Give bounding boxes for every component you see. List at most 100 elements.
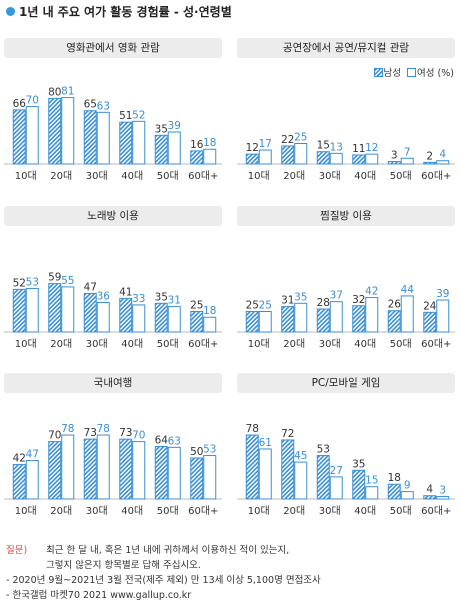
bar-female [132, 441, 146, 500]
bar-female [25, 288, 39, 333]
bar-male [12, 464, 26, 500]
panel-performance: 공연장에서 공연/뮤지컬 관람 12 17 10대 22 25 20대 15 13 30대 11 1… [237, 38, 455, 188]
bar-female [365, 153, 379, 165]
value-label-female: 37 [330, 290, 343, 302]
bar-male [119, 438, 133, 500]
bar-male [281, 145, 295, 165]
legend-male-swatch [373, 68, 383, 77]
bar-female [400, 157, 414, 165]
category-label: 10대 [248, 505, 270, 517]
category-label: 30대 [86, 170, 108, 182]
value-label-female: 25 [259, 300, 272, 312]
value-label-male: 11 [352, 143, 365, 155]
category-label: 60대+ [188, 505, 218, 517]
value-label-male: 50 [190, 446, 203, 458]
source-note: - 한국갤럽 마켓70 2021 www.gallup.co.kr [6, 590, 192, 601]
legend-male-label: 남성 [383, 68, 401, 79]
value-label-female: 36 [97, 290, 111, 302]
bar-male [423, 161, 437, 165]
value-label-female: 44 [401, 284, 415, 296]
bar-male [119, 297, 133, 333]
category-label: 30대 [319, 505, 341, 517]
value-label-female: 70 [132, 430, 145, 442]
value-label-female: 7 [404, 146, 411, 158]
category-label: 30대 [319, 338, 341, 350]
bar-male [352, 469, 366, 500]
category-label: 50대 [390, 170, 412, 182]
value-label-female: 63 [97, 100, 110, 112]
panel-game: PC/모바일 게임 78 61 10대 72 45 20대 53 27 30대 35 15 40대 18… [237, 373, 455, 523]
bar-female [365, 297, 379, 333]
value-label-male: 53 [317, 444, 330, 456]
bar-female [329, 301, 343, 333]
value-label-female: 18 [203, 305, 216, 317]
bar-female [203, 316, 217, 333]
bar-male [352, 305, 366, 333]
panel-title: 국내여행 [4, 373, 222, 393]
value-label-female: 52 [132, 109, 145, 121]
category-label: 10대 [15, 170, 37, 182]
panel-title: 찜질방 이용 [237, 206, 455, 226]
footnotes: 질문) 최근 한 달 내, 혹은 1년 내에 귀하께서 이용하신 적이 있는지, … [6, 543, 456, 603]
panel-title: PC/모바일 게임 [237, 373, 455, 393]
value-label-female: 31 [168, 295, 181, 307]
value-label-female: 17 [259, 138, 272, 150]
chart-movie: 66 70 10대 80 81 20대 65 63 30대 51 52 40대 35 39 50대 16 18 6… [4, 86, 222, 182]
bar-female [61, 434, 75, 500]
bar-female [96, 434, 110, 500]
value-label-female: 70 [26, 95, 39, 107]
value-label-male: 42 [13, 453, 26, 465]
bar-male [352, 154, 366, 165]
bar-female [329, 152, 343, 165]
value-label-male: 18 [388, 472, 401, 484]
bar-female [400, 295, 414, 333]
value-label-male: 65 [84, 99, 97, 111]
bar-male [423, 311, 437, 333]
category-label: 60대+ [421, 338, 451, 350]
category-label: 30대 [319, 170, 341, 182]
value-label-female: 33 [132, 293, 145, 305]
value-label-male: 35 [352, 458, 365, 470]
bar-male [281, 306, 295, 333]
bar-female [25, 459, 39, 500]
value-label-female: 9 [404, 480, 411, 492]
bar-female [96, 301, 110, 333]
bar-male [83, 110, 97, 165]
bar-female [294, 302, 308, 333]
panel-title: 노래방 이용 [4, 206, 222, 226]
bar-male [387, 310, 401, 333]
value-label-male: 72 [281, 428, 294, 440]
category-label: 10대 [15, 338, 37, 350]
value-label-female: 35 [294, 291, 307, 303]
bar-female [258, 149, 272, 165]
value-label-female: 78 [61, 423, 74, 435]
bar-male [48, 441, 62, 500]
bar-male [387, 161, 401, 165]
value-label-male: 59 [48, 272, 61, 284]
category-label: 40대 [121, 170, 143, 182]
legend: 남성 여성 (%) [371, 65, 454, 79]
bar-male [316, 151, 330, 165]
bar-female [436, 299, 450, 333]
panel-title: 영화관에서 영화 관람 [4, 38, 222, 58]
value-label-male: 35 [155, 291, 168, 303]
bar-female [167, 131, 181, 165]
value-label-female: 42 [365, 286, 378, 298]
bar-male [48, 97, 62, 165]
value-label-male: 47 [84, 281, 97, 293]
category-label: 50대 [157, 170, 179, 182]
panel-karaoke: 노래방 이용 52 53 10대 59 55 20대 47 36 30대 41 33 40대 35 31 5… [4, 206, 222, 356]
bar-male [190, 311, 204, 333]
panel-sauna: 찜질방 이용 25 25 10대 31 35 20대 28 37 30대 32 42 40대 26 44 5… [237, 206, 455, 356]
bar-male [245, 153, 259, 165]
bar-male [190, 457, 204, 500]
value-label-male: 16 [190, 139, 204, 151]
bar-female [365, 486, 379, 500]
survey-note: - 2020년 9월~2021년 3월 전국(제주 제외) 만 13세 이상 5… [6, 575, 321, 586]
value-label-male: 73 [84, 427, 97, 439]
legend-female-swatch [407, 68, 417, 77]
value-label-female: 55 [61, 275, 74, 287]
